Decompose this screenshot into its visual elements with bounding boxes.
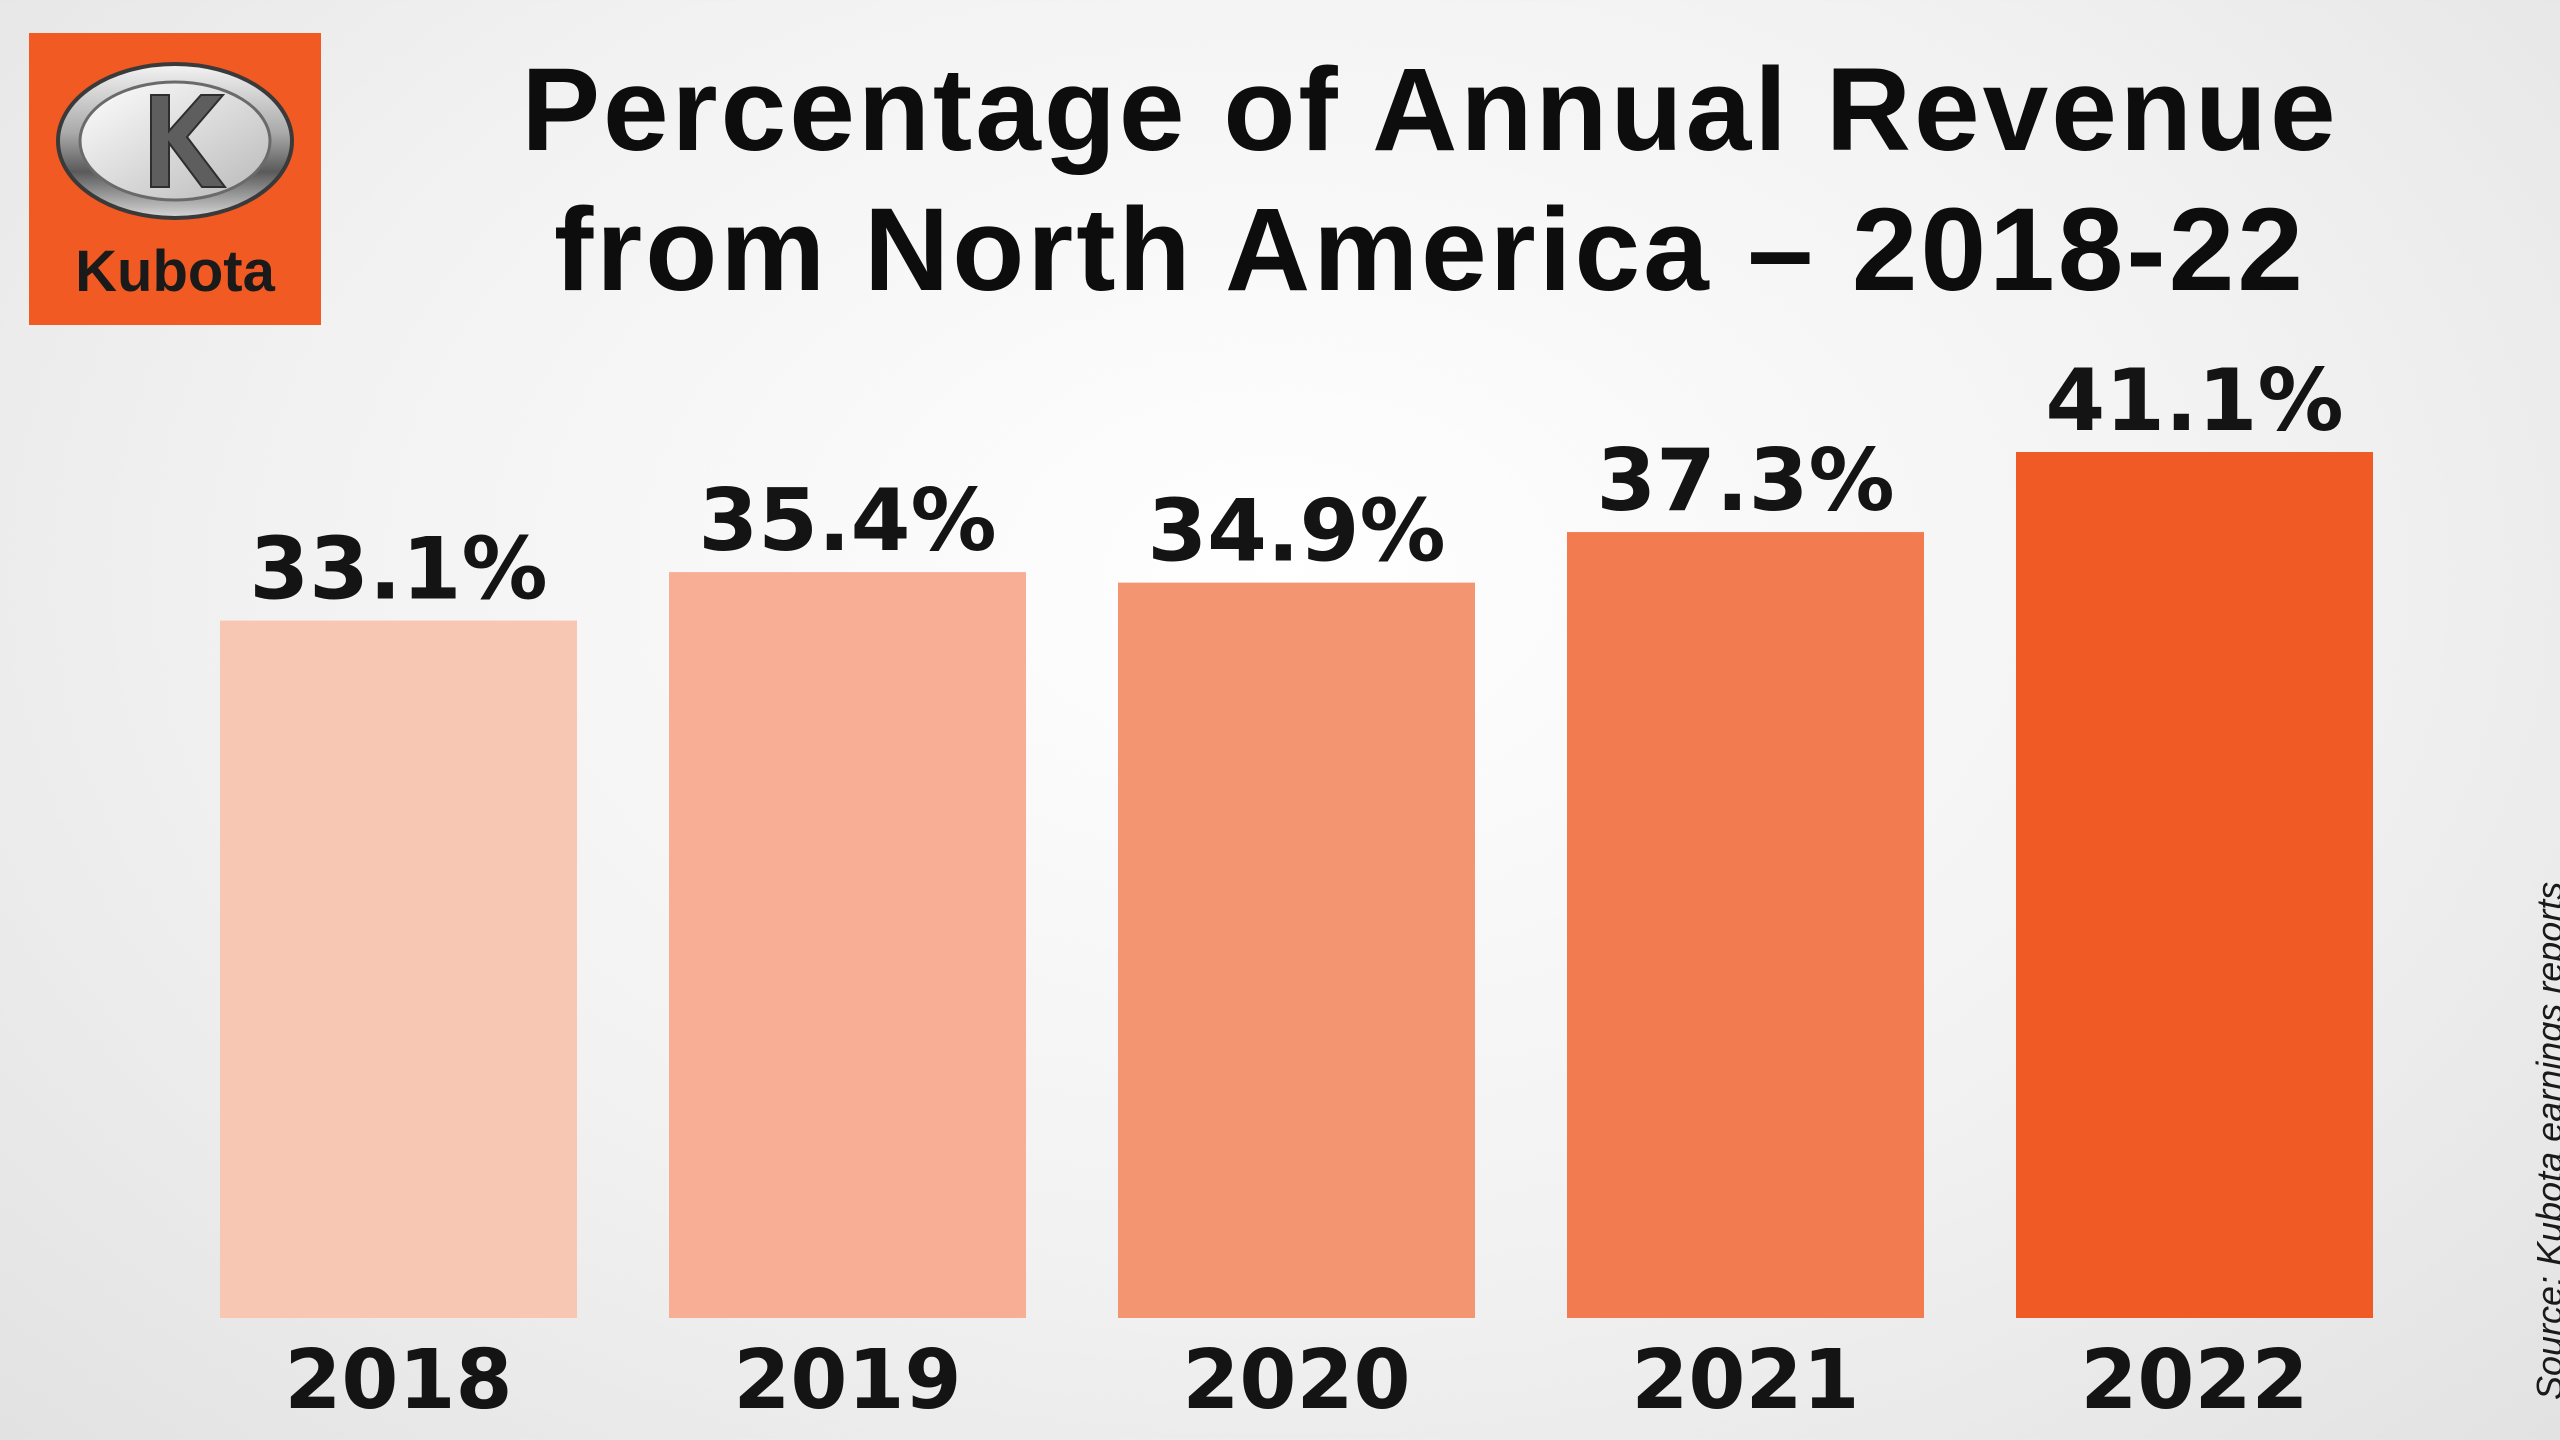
value-label-2022: 41.1% — [2045, 351, 2343, 451]
bar-2021 — [1567, 532, 1924, 1318]
kubota-wordmark: Kubota — [75, 239, 275, 304]
value-label-2020: 34.9% — [1147, 482, 1445, 582]
value-label-2019: 35.4% — [698, 471, 996, 571]
value-label-2018: 33.1% — [249, 520, 547, 620]
value-label-2021: 37.3% — [1596, 431, 1894, 531]
bar-2018 — [220, 620, 577, 1318]
kubota-logo: Kubota — [29, 33, 321, 325]
category-label-2019: 2019 — [733, 1333, 961, 1428]
category-label-2020: 2020 — [1182, 1333, 1410, 1428]
chart-title-line-1: Percentage of Annual Revenue — [521, 44, 2339, 176]
source-note: Source: Kubota earnings reports — [2529, 881, 2560, 1400]
bar-2019 — [669, 572, 1026, 1318]
bar-2020 — [1118, 582, 1475, 1318]
chart-title: Percentage of Annual Revenue from North … — [360, 40, 2500, 320]
kubota-logo-icon: Kubota — [56, 62, 294, 304]
bar-2022 — [2016, 452, 2373, 1318]
category-label-2018: 2018 — [284, 1333, 512, 1428]
chart-title-line-2: from North America – 2018-22 — [554, 184, 2306, 316]
category-label-2021: 2021 — [1631, 1333, 1859, 1428]
category-label-2022: 2022 — [2080, 1333, 2308, 1428]
